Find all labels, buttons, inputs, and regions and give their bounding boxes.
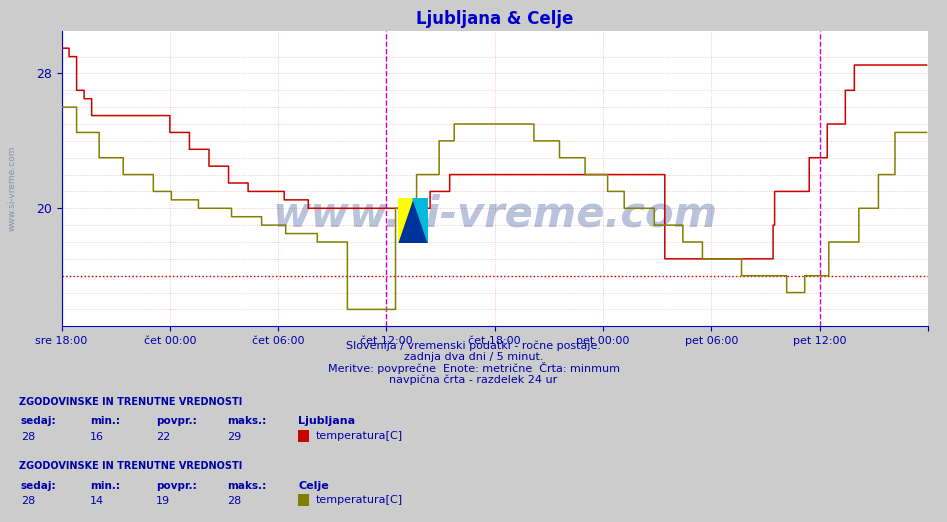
Text: povpr.:: povpr.: — [156, 417, 197, 426]
Text: Slovenija / vremenski podatki - ročne postaje.: Slovenija / vremenski podatki - ročne po… — [346, 340, 601, 351]
Text: www.si-vreme.com: www.si-vreme.com — [273, 193, 717, 235]
Polygon shape — [398, 198, 413, 243]
Text: 29: 29 — [227, 432, 241, 442]
Text: zadnja dva dni / 5 minut.: zadnja dva dni / 5 minut. — [403, 352, 544, 362]
Text: 28: 28 — [21, 496, 35, 506]
Text: 19: 19 — [156, 496, 170, 506]
Text: min.:: min.: — [90, 481, 120, 491]
Text: ZGODOVINSKE IN TRENUTNE VREDNOSTI: ZGODOVINSKE IN TRENUTNE VREDNOSTI — [19, 397, 242, 407]
Text: min.:: min.: — [90, 417, 120, 426]
Text: sedaj:: sedaj: — [21, 481, 57, 491]
Text: temperatura[C]: temperatura[C] — [315, 431, 402, 441]
Text: navpična črta - razdelek 24 ur: navpična črta - razdelek 24 ur — [389, 375, 558, 385]
Text: temperatura[C]: temperatura[C] — [315, 495, 402, 505]
Text: ZGODOVINSKE IN TRENUTNE VREDNOSTI: ZGODOVINSKE IN TRENUTNE VREDNOSTI — [19, 461, 242, 471]
Text: sedaj:: sedaj: — [21, 417, 57, 426]
Polygon shape — [398, 198, 428, 243]
Text: Celje: Celje — [298, 481, 329, 491]
Text: Ljubljana: Ljubljana — [298, 417, 355, 426]
Text: 28: 28 — [227, 496, 241, 506]
Text: maks.:: maks.: — [227, 481, 266, 491]
Title: Ljubljana & Celje: Ljubljana & Celje — [416, 10, 574, 28]
Text: 16: 16 — [90, 432, 104, 442]
Text: 28: 28 — [21, 432, 35, 442]
Polygon shape — [413, 198, 428, 243]
Text: povpr.:: povpr.: — [156, 481, 197, 491]
Text: Meritve: povprečne  Enote: metrične  Črta: minmum: Meritve: povprečne Enote: metrične Črta:… — [328, 362, 619, 374]
Text: www.si-vreme.com: www.si-vreme.com — [8, 145, 17, 231]
Text: maks.:: maks.: — [227, 417, 266, 426]
Text: 14: 14 — [90, 496, 104, 506]
Text: 22: 22 — [156, 432, 170, 442]
